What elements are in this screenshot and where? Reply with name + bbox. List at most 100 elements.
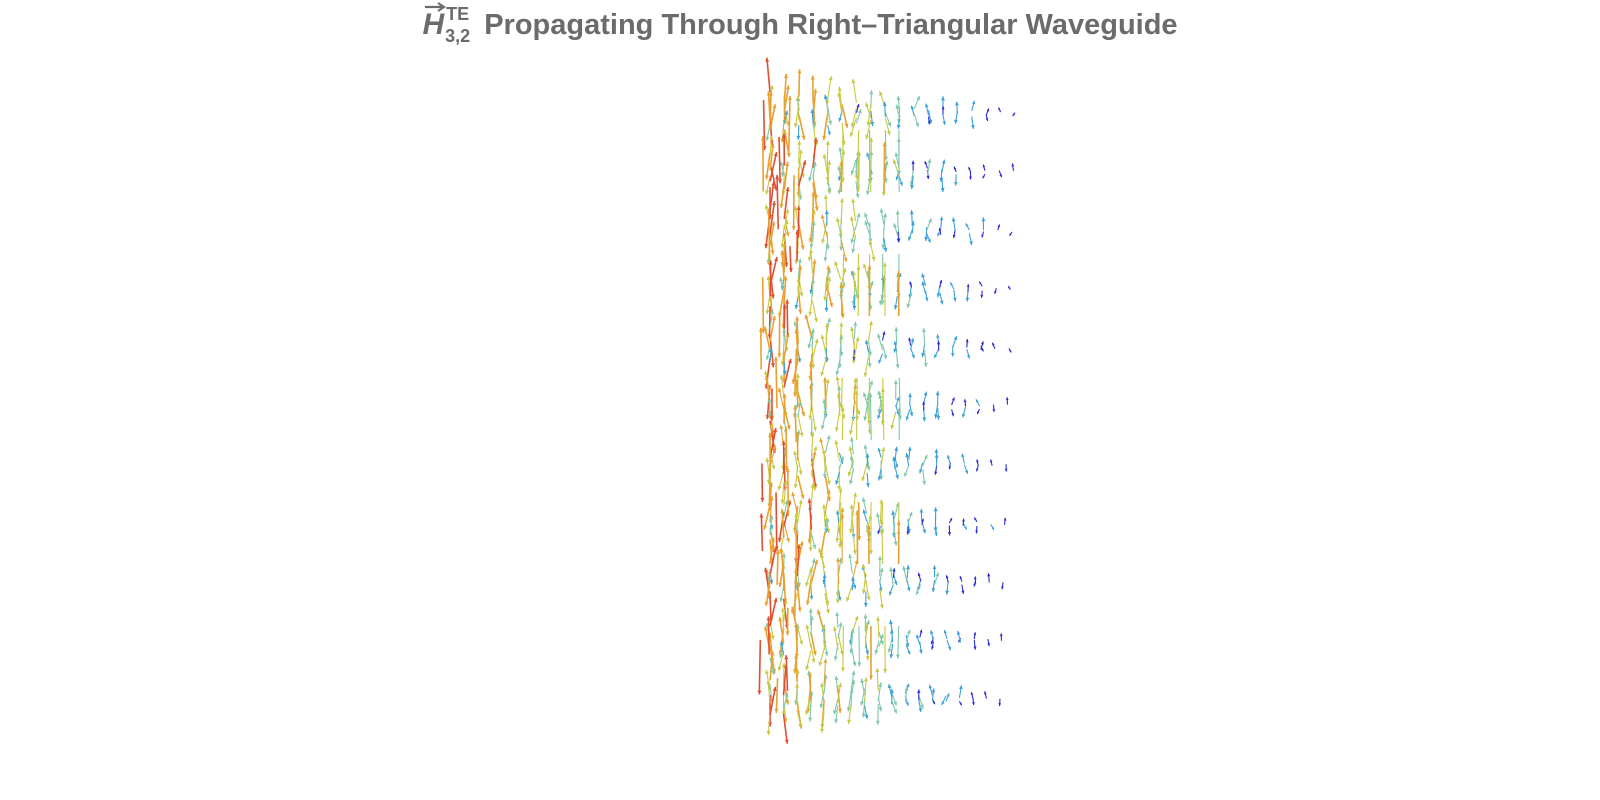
field-vector-head <box>775 174 780 180</box>
field-vector-head <box>974 517 977 521</box>
field-vector <box>787 95 791 153</box>
field-vector-head <box>823 94 828 99</box>
field-vector-head <box>793 484 798 489</box>
field-vector-head <box>895 474 899 480</box>
field-vector-head <box>877 333 882 339</box>
field-vector-head <box>763 525 768 530</box>
field-vector-head <box>844 123 849 128</box>
field-vector-head <box>867 420 872 425</box>
field-vector-head <box>769 496 774 501</box>
field-vector-head <box>894 464 899 468</box>
field-vector-head <box>927 238 931 243</box>
field-vector-head <box>782 370 787 375</box>
field-vector-head <box>893 223 898 228</box>
field-vector-head <box>879 567 884 573</box>
field-vector-head <box>923 362 928 368</box>
field-vector-head <box>935 572 940 577</box>
field-vector <box>783 276 787 304</box>
field-vector <box>897 625 900 659</box>
field-vector-head <box>941 701 945 706</box>
field-vector-head <box>934 532 938 536</box>
field-vector <box>769 597 778 627</box>
field-vector-head <box>811 209 816 214</box>
field-vector-head <box>769 423 774 428</box>
field-vector-head <box>811 558 816 563</box>
field-vector-head <box>808 547 813 552</box>
field-vector-head <box>793 123 798 128</box>
field-vector-head <box>770 363 775 368</box>
field-vector-head <box>795 373 800 378</box>
field-vector-head <box>922 480 927 485</box>
field-vector <box>857 501 861 541</box>
field-vector-head <box>883 247 888 252</box>
field-vector-head <box>951 413 955 417</box>
field-vector-head <box>832 626 837 631</box>
field-vector-head <box>949 518 952 521</box>
field-vector-head <box>946 693 950 697</box>
field-vector-head <box>975 530 979 534</box>
field-vector-head <box>878 682 883 687</box>
field-vector-head <box>770 294 775 299</box>
field-vector-head <box>946 455 951 459</box>
field-vector-head <box>986 108 990 112</box>
field-vector-head <box>821 239 826 244</box>
field-vector-head <box>893 701 897 706</box>
field-vector-head <box>772 548 777 553</box>
field-vector <box>785 655 789 691</box>
field-vector <box>769 181 775 211</box>
field-vector <box>783 332 790 359</box>
field-vector-head <box>905 416 910 421</box>
field-vector-head <box>917 689 921 693</box>
field-vector-head <box>824 651 829 656</box>
field-vector-head <box>773 597 778 603</box>
field-vector-head <box>865 650 870 655</box>
field-vector-head <box>775 550 780 555</box>
field-vector-head <box>924 236 929 242</box>
field-vector-head <box>779 597 784 602</box>
field-vector-head <box>855 336 860 342</box>
field-vector-head <box>779 277 784 282</box>
field-vector-head <box>835 376 840 381</box>
field-vector <box>780 374 785 399</box>
field-vector-head <box>876 616 881 621</box>
field-vector-head <box>778 179 783 184</box>
field-vector-head <box>950 353 955 357</box>
field-vector-head <box>959 702 962 706</box>
field-vector-head <box>812 161 817 167</box>
field-vector-head <box>879 604 884 609</box>
field-vector <box>769 143 774 171</box>
field-vector-head <box>862 392 867 397</box>
field-vector-head <box>843 257 848 263</box>
field-vector-head <box>899 181 903 186</box>
field-vector <box>806 578 812 606</box>
field-vector-head <box>889 619 893 625</box>
field-vector-head <box>771 181 776 186</box>
field-vector-head <box>905 642 910 647</box>
field-vector-head <box>766 680 771 685</box>
field-vector-head <box>854 390 859 395</box>
field-vector-head <box>782 243 787 248</box>
field-vector-head <box>919 649 923 654</box>
field-vector-head <box>765 190 770 195</box>
field-vector <box>761 463 764 502</box>
field-vector-head <box>992 409 996 412</box>
field-vector-head <box>798 499 803 504</box>
field-vector <box>783 73 788 103</box>
field-vector <box>822 113 829 141</box>
field-symbol-letter: H <box>422 8 445 41</box>
field-vector-head <box>881 447 886 452</box>
field-vector-head <box>881 244 886 250</box>
field-vector-head <box>785 85 790 90</box>
field-vector-head <box>834 440 839 445</box>
field-vector-head <box>875 720 880 725</box>
field-vector-head <box>853 384 858 389</box>
field-vector-head <box>794 654 799 659</box>
field-vector-head <box>838 622 843 627</box>
field-vector-head <box>769 579 774 585</box>
field-vector-head <box>783 480 788 485</box>
field-vector-head <box>864 220 869 226</box>
field-vector-head <box>940 187 945 193</box>
field-vector-head <box>796 205 801 210</box>
field-vector-head <box>910 184 915 190</box>
field-vector-head <box>773 186 778 191</box>
